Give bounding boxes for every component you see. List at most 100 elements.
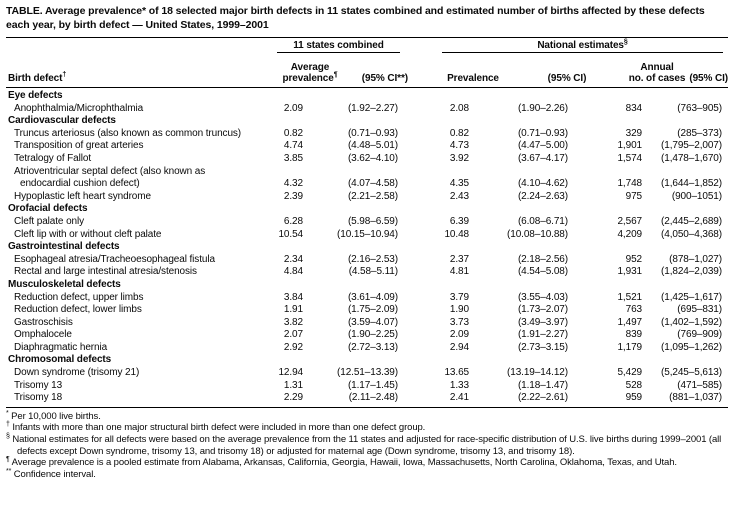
birth-defect-label: Esophageal atresia/Tracheoesophageal fis…: [14, 253, 215, 265]
cell-annual-cases: 1,748: [617, 178, 642, 190]
birth-defect-label: Gastrointestinal defects: [8, 241, 120, 253]
cell-ci-national: (1.18–1.47): [517, 379, 568, 391]
cell-annual-cases: 1,901: [617, 140, 642, 152]
cell-ci-cases: (878–1,027): [669, 253, 722, 265]
cell-average-prevalence: 4.84: [283, 266, 303, 278]
table-row: Eye defects: [6, 88, 722, 103]
cell-annual-cases: 959: [625, 392, 642, 404]
footnote-marker: ¶: [6, 456, 10, 464]
birth-defect-label: Chromosomal defects: [8, 354, 112, 366]
cell-national-prevalence: 3.92: [449, 152, 469, 164]
cell-ci-states: [303, 241, 398, 254]
cell-ci-states: (10.15–10.94): [337, 228, 398, 240]
table-row: Cleft palate only 6.28 (5.98–6.59) 6.39 (6.0…: [6, 216, 722, 229]
cell-ci-national: [469, 115, 568, 128]
birth-defect-label: Reduction defect, upper limbs: [14, 291, 144, 303]
birth-defect-label: Cleft lip with or without cleft palate: [14, 228, 162, 240]
cell-ci-national: (1.90–2.26): [517, 102, 568, 114]
cell-national-prevalence: 2.41: [449, 392, 469, 404]
cell-ci-cases: (900–1051): [671, 190, 722, 202]
birth-defect-label: Trisomy 13: [14, 379, 63, 391]
footnote-marker: †: [6, 421, 10, 429]
cell-national-prevalence: 1.33: [449, 379, 469, 391]
column-header-prevalence: Prevalence: [447, 73, 499, 84]
cell-average-prevalence: [272, 279, 303, 292]
footnote: ¶ Average prevalence is a pooled estimat…: [6, 456, 730, 469]
cell-average-prevalence: 2.07: [283, 329, 303, 341]
cell-ci-cases: (881–1,037): [669, 392, 722, 404]
footnote: † Infants with more than one major struc…: [6, 421, 730, 434]
cell-annual-cases: [568, 115, 642, 128]
cell-ci-cases: (1,425–1,617): [661, 291, 722, 303]
cell-national-prevalence: [398, 241, 469, 254]
table-row: Trisomy 18 2.29 (2.11–2.48) 2.41 (2.22–2.61)…: [6, 392, 722, 405]
cell-annual-cases: [568, 88, 642, 103]
cell-ci-cases: [642, 241, 722, 254]
cell-ci-states: [303, 115, 398, 128]
birth-defects-table: Eye defects Anophthalmia/Microphthalmia 2.…: [6, 88, 722, 405]
cell-ci-national: (6.08–6.71): [517, 215, 568, 227]
birth-defect-label: Diaphragmatic hernia: [14, 341, 108, 353]
cell-ci-states: (2.21–2.58): [347, 190, 398, 202]
table-row: Tetralogy of Fallot 3.85 (3.62–4.10) 3.92 (3…: [6, 153, 722, 166]
cell-annual-cases: 528: [625, 379, 642, 391]
cell-ci-national: (10.08–10.88): [507, 228, 568, 240]
footnote-marker: *: [6, 409, 9, 417]
cell-ci-national: (2.24–2.63): [517, 190, 568, 202]
cell-national-prevalence: 1.90: [449, 304, 469, 316]
table-row: Truncus arteriosus (also known as common…: [6, 128, 722, 141]
cell-ci-national: (2.18–2.56): [517, 253, 568, 265]
cell-average-prevalence: [272, 354, 303, 367]
cell-ci-states: (5.98–6.59): [347, 215, 398, 227]
cell-ci-states: (4.48–5.01): [347, 140, 398, 152]
birth-defect-label: Hypoplastic left heart syndrome: [14, 190, 151, 202]
cell-ci-states: (1.92–2.27): [347, 102, 398, 114]
cell-national-prevalence: 3.73: [449, 316, 469, 328]
footnote-text: Confidence interval.: [11, 468, 96, 480]
cell-national-prevalence: 13.65: [444, 367, 469, 379]
cell-annual-cases: [568, 279, 642, 292]
cell-national-prevalence: 4.35: [449, 178, 469, 190]
cell-ci-states: [303, 279, 398, 292]
cell-ci-cases: (769–909): [677, 329, 722, 341]
table-row: Musculoskeletal defects: [6, 279, 722, 292]
cell-ci-states: (2.11–2.48): [348, 392, 398, 404]
cell-ci-national: [469, 279, 568, 292]
cell-ci-cases: (695–831): [677, 304, 722, 316]
section-mark: §: [623, 38, 628, 46]
birth-defect-label: Reduction defect, lower limbs: [14, 304, 142, 316]
cell-annual-cases: 1,497: [617, 316, 642, 328]
cell-ci-national: (0.71–0.93): [517, 127, 568, 139]
cell-national-prevalence: 2.43: [449, 190, 469, 202]
cell-ci-cases: (1,478–1,670): [661, 152, 722, 164]
cell-annual-cases: [568, 241, 642, 254]
footnote-text: Average prevalence is a pooled estimate …: [9, 457, 677, 469]
cell-average-prevalence: 0.82: [283, 127, 303, 139]
cell-average-prevalence: [272, 115, 303, 128]
cell-average-prevalence: 4.74: [283, 140, 303, 152]
table-row: Gastrointestinal defects: [6, 241, 722, 254]
cell-annual-cases: 975: [625, 190, 642, 202]
cell-ci-cases: (1,644–1,852): [661, 178, 722, 190]
cell-ci-national: (4.47–5.00): [517, 140, 568, 152]
birth-defect-label: Cleft palate only: [14, 215, 85, 227]
table-row: Down syndrome (trisomy 21) 12.94 (12.51–13…: [6, 367, 722, 380]
cell-average-prevalence: 4.32: [283, 178, 303, 190]
cell-annual-cases: 1,521: [617, 291, 642, 303]
cell-annual-cases: [568, 203, 642, 216]
cell-ci-national: (3.67–4.17): [517, 152, 568, 164]
birth-defect-label: Transposition of great arteries: [14, 140, 144, 152]
table-row: Gastroschisis 3.82 (3.59–4.07) 3.73 (3.49–3.…: [6, 317, 722, 330]
cell-annual-cases: 763: [625, 304, 642, 316]
cell-average-prevalence: 2.29: [283, 392, 303, 404]
column-header-annual-cases: Annual no. of cases: [628, 62, 686, 84]
table-row: Rectal and large intestinal atresia/sten…: [6, 266, 722, 279]
column-header-ci-cases: (95% CI): [689, 73, 728, 84]
cell-annual-cases: 834: [625, 102, 642, 114]
cell-ci-states: (1.90–2.25): [347, 329, 398, 341]
cell-ci-national: (3.49–3.97): [517, 316, 568, 328]
cell-ci-national: (4.54–5.08): [517, 266, 568, 278]
cell-ci-cases: [642, 203, 722, 216]
birth-defect-label: Omphalocele: [14, 329, 72, 341]
cell-national-prevalence: 6.39: [449, 215, 469, 227]
